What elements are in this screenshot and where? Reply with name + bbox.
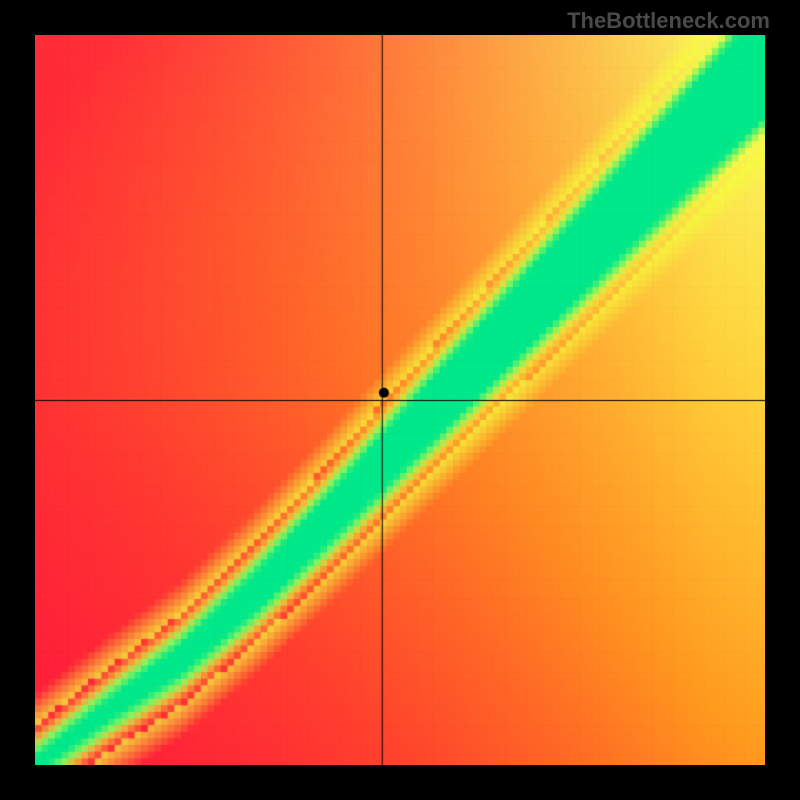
bottleneck-heatmap xyxy=(35,35,765,765)
chart-stage: TheBottleneck.com xyxy=(0,0,800,800)
attribution-label: TheBottleneck.com xyxy=(567,8,770,34)
